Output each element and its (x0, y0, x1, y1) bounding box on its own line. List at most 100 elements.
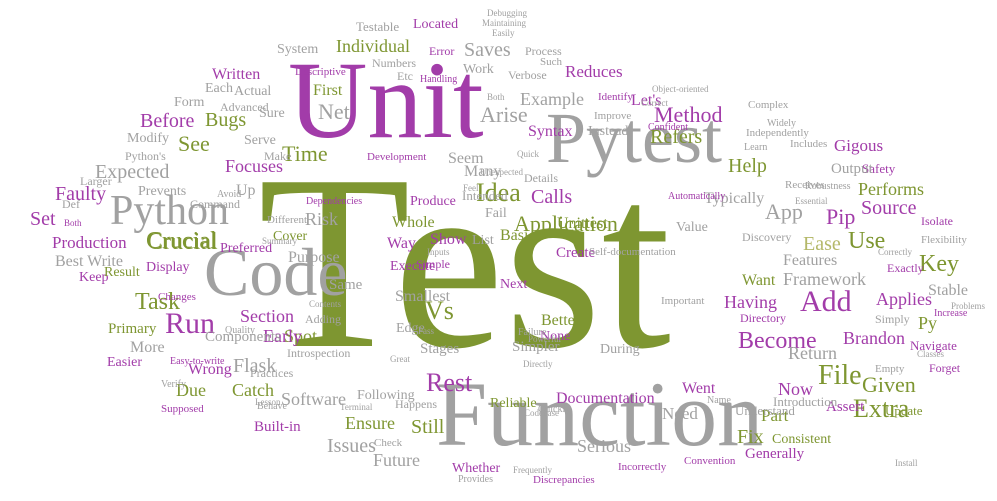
word-framework: Framework (783, 269, 866, 289)
word-run: Run (165, 307, 216, 340)
word-output: Output (831, 161, 873, 177)
word-details: Details (524, 171, 558, 185)
word-purpose: Purpose (288, 249, 340, 266)
word-test: Test (258, 124, 671, 401)
word-both: Both (64, 218, 82, 228)
word-having: Having (724, 292, 777, 312)
word-task: Task (135, 289, 180, 315)
word-reduces: Reduces (565, 62, 623, 81)
word-gigous: Gigous (834, 136, 884, 155)
word-spot: Spot (284, 326, 318, 346)
word-widely: Widely (767, 118, 797, 129)
word-py: Py (918, 313, 938, 333)
word-first: First (313, 82, 343, 99)
word-frequently: Frequently (513, 465, 552, 475)
word-make: Make (264, 149, 292, 163)
word-key: Key (919, 251, 959, 277)
word-failure: Failure (518, 327, 547, 338)
word-terminal: Terminal (340, 402, 373, 412)
word-classes: Classes (917, 349, 944, 359)
word-isolate: Isolate (921, 214, 953, 228)
word-up: Up (236, 182, 256, 199)
word-net: Net (318, 99, 350, 124)
word-each: Each (205, 81, 233, 96)
word-extra: Extra (853, 394, 910, 423)
word-different: Different (267, 214, 308, 226)
word-edge: Edge (396, 321, 425, 336)
word-python: Python (110, 188, 230, 234)
word-quick: Quick (517, 149, 539, 159)
word-rest: Rest (426, 368, 473, 397)
word-correctly: Correctly (878, 247, 912, 257)
word-confident: Confident (648, 122, 688, 133)
word-important: Important (661, 295, 705, 307)
word-directly: Directly (523, 359, 553, 369)
word-incorrectly: Incorrectly (618, 461, 667, 473)
word-application: Application (514, 211, 618, 236)
word-correct: Correct (641, 98, 668, 108)
word-features: Features (783, 252, 838, 269)
word-part: Part (761, 406, 789, 425)
word-adding: Adding (305, 312, 341, 326)
word-applies: Applies (876, 289, 932, 309)
word-crucial: Crucial (147, 229, 218, 255)
word-improve: Improve (594, 110, 632, 122)
word-codebase: Codebase (524, 408, 559, 418)
word-both: Both (487, 92, 505, 102)
word-easily: Easily (492, 28, 515, 38)
word-code: Code (204, 234, 348, 310)
word-risk: Risk (305, 209, 339, 229)
word-lesson: Lesson (255, 397, 281, 407)
word-dependencies: Dependencies (306, 196, 363, 207)
word-error: Error (429, 44, 455, 58)
word-serious: Serious (577, 436, 631, 456)
word-descriptive: Descriptive (295, 66, 346, 78)
word-following: Following (357, 388, 415, 403)
word-automatically: Automatically (668, 191, 726, 202)
word-directory: Directory (740, 311, 786, 325)
word-debugging: Debugging (487, 8, 527, 18)
word-python-s: Python's (125, 149, 166, 163)
word-reliable: Reliable (490, 396, 537, 411)
word-inputs: Inputs (427, 247, 450, 257)
word-way: Way (387, 235, 416, 252)
word-practices: Practices (250, 366, 294, 380)
word-feel: Feel (463, 183, 479, 193)
word-cover: Cover (273, 229, 308, 244)
word-issues: Issues (327, 435, 376, 457)
word-summary: Summary (262, 236, 297, 246)
word-provides: Provides (458, 474, 493, 485)
word-avoid: Avoid (217, 189, 242, 200)
word-consistent: Consistent (772, 432, 832, 447)
word-self-documentation: Self-documentation (589, 246, 676, 258)
word-serve: Serve (244, 133, 276, 148)
word-pytest: Pytest (546, 98, 723, 178)
word-smallest: Smallest (395, 288, 451, 305)
word-etc: Etc (397, 69, 413, 83)
word-simply: Simply (875, 312, 910, 326)
word-preferred: Preferred (220, 241, 273, 256)
word-due: Due (176, 380, 206, 400)
word-such: Such (540, 56, 562, 68)
word-more: More (130, 339, 165, 356)
word-seem: Seem (448, 150, 484, 167)
word-ease: Ease (803, 233, 841, 255)
word-want: Want (742, 272, 776, 289)
word-still: Still (411, 416, 445, 438)
word-exactly: Exactly (887, 261, 924, 275)
word-use: Use (848, 228, 886, 254)
word-crucial: Crucial (146, 228, 217, 254)
word-advanced: Advanced (220, 100, 269, 114)
word-during: During (600, 342, 640, 357)
word-written: Written (212, 66, 261, 83)
word-learn: Learn (744, 142, 768, 153)
word-receives: Receives (785, 179, 825, 191)
word-typically: Typically (704, 190, 765, 207)
word-list: List (472, 233, 494, 248)
word-prevents: Prevents (138, 184, 187, 199)
word-safety: Safety (862, 161, 896, 176)
word-function: Function (436, 363, 764, 465)
word-discovery: Discovery (742, 230, 792, 244)
word-quality: Quality (225, 325, 255, 336)
word-easy-to-write: Easy-to-write (170, 356, 225, 367)
